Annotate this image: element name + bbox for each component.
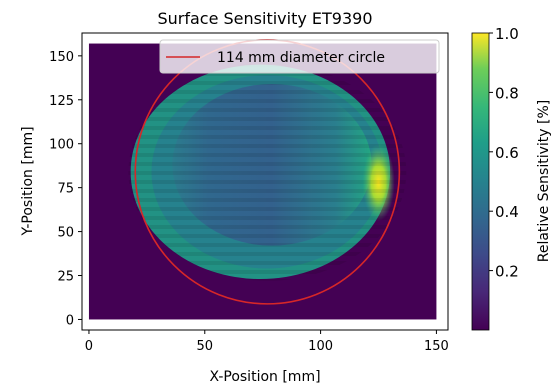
x-tick-label: 150 <box>424 339 449 354</box>
y-axis: 0 25 50 75 100 125 150 <box>49 50 82 328</box>
plot-frame <box>81 32 449 331</box>
colorbar-label: Relative Sensitivity [%] <box>536 100 552 262</box>
y-tick-label: 50 <box>57 226 74 241</box>
y-axis-label: Y-Position [mm] <box>20 126 36 236</box>
legend-box <box>159 39 440 74</box>
y-tick-label: 100 <box>49 138 74 153</box>
y-tick-label: 150 <box>49 50 74 65</box>
legend-entry-label: 114 mm diameter circle <box>217 50 385 66</box>
y-tick-label: 75 <box>57 182 74 197</box>
colorbar-ticks: 0.2 0.4 0.6 0.8 1.0 <box>489 25 519 281</box>
x-tick-label: 50 <box>196 339 213 354</box>
colorbar-tick-label: 0.6 <box>495 144 519 162</box>
y-tick-label: 125 <box>49 94 74 109</box>
heatmap-scan-stripes <box>128 62 407 281</box>
colorbar-tick-label: 0.4 <box>495 203 519 221</box>
y-tick-label: 25 <box>57 270 74 285</box>
y-tick-label: 0 <box>66 313 74 328</box>
x-axis: 0 50 100 150 <box>85 330 449 354</box>
chart-title: Surface Sensitivity ET9390 <box>157 9 372 28</box>
x-tick-label: 0 <box>85 339 93 354</box>
x-axis-label: X-Position [mm] <box>209 369 320 385</box>
legend: 114 mm diameter circle <box>159 39 440 74</box>
colorbar-tick-label: 0.8 <box>495 84 519 102</box>
x-tick-label: 100 <box>308 339 333 354</box>
colorbar <box>471 32 490 331</box>
colorbar-tick-label: 0.2 <box>495 263 519 281</box>
colorbar-tick-label: 1.0 <box>495 25 519 43</box>
